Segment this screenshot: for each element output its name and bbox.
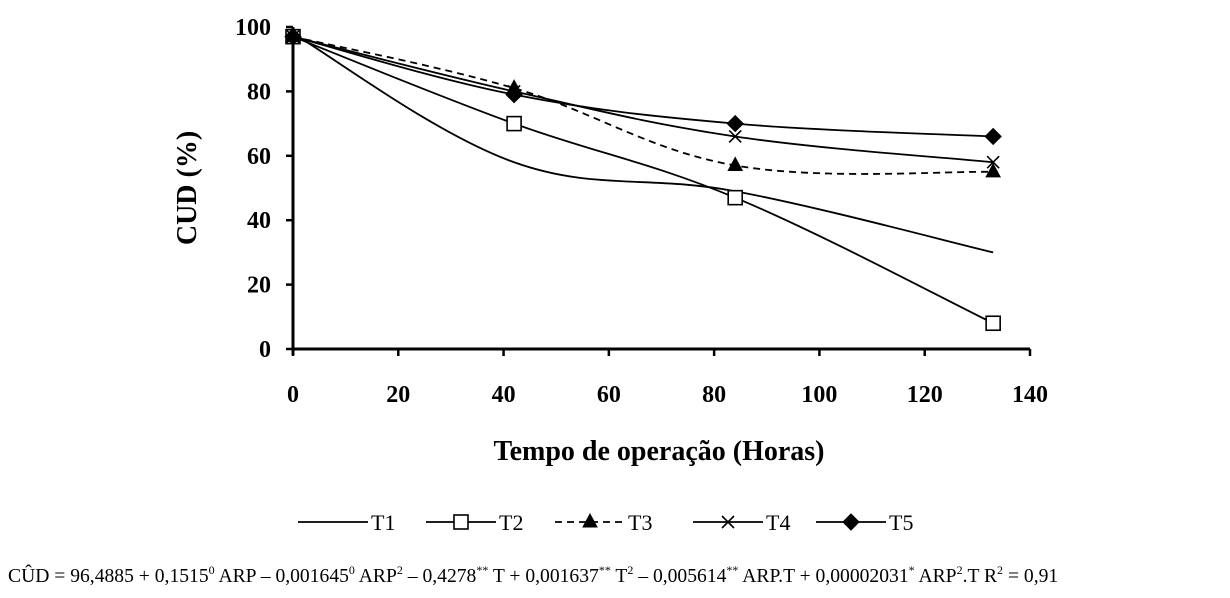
- equation-superscript: 0: [208, 563, 215, 577]
- x-tick-label: 20: [386, 382, 410, 408]
- series-t5-diamond-marker: [505, 85, 523, 104]
- equation-superscript: 2: [627, 563, 634, 577]
- y-tick-label: 60: [247, 144, 271, 170]
- series-t4-x-marker: [728, 129, 742, 144]
- series-t3-triangle-marker: [985, 162, 1001, 178]
- legend-t5-diamond-marker: [842, 513, 860, 531]
- y-tick-label: 0: [259, 337, 271, 363]
- series-t2-square-marker: [985, 315, 1001, 332]
- x-tick-label: 0: [287, 382, 299, 408]
- series-t4-line: [292, 35, 994, 164]
- equation-superscript: *: [908, 563, 915, 577]
- x-marker-stroke: [986, 155, 1000, 169]
- equation-superscript: **: [598, 563, 611, 577]
- x-tick-label: 60: [597, 382, 621, 408]
- equation-part: CÛD = 96,4885 + 0,1515: [8, 566, 209, 587]
- y-tick-label: 40: [247, 208, 271, 234]
- series-t5-diamond-marker: [284, 27, 302, 46]
- legend-t2-square-marker: [453, 514, 469, 530]
- legend-t2-label: T2: [499, 510, 523, 535]
- equation-part: = 0,91: [1003, 566, 1059, 587]
- y-tick-label: 20: [247, 273, 271, 299]
- y-tick-label: 100: [235, 15, 271, 41]
- series-t5-diamond-marker: [726, 114, 744, 133]
- equation-part: ARP: [354, 566, 397, 587]
- series-t2-square-marker: [506, 115, 522, 132]
- x-tick-label: 80: [702, 382, 726, 408]
- equation-part: T: [610, 566, 628, 587]
- equation-part: ARP – 0,001645: [214, 566, 349, 587]
- equation-superscript: 0: [348, 563, 355, 577]
- legend-t4-x-marker: [721, 515, 735, 529]
- legend-t1-label: T1: [371, 510, 395, 535]
- equation-superscript: 2: [396, 563, 403, 577]
- equation-superscript: **: [476, 563, 489, 577]
- x-axis-title: Tempo de operação (Horas): [493, 436, 824, 467]
- equation-part: ARP.T + 0,00002031: [738, 566, 909, 587]
- equation-superscript: 2: [997, 563, 1004, 577]
- series-t1-line: [292, 32, 994, 254]
- x-marker-stroke: [728, 129, 742, 144]
- equation-part: – 0,4278: [402, 566, 477, 587]
- x-tick-label: 40: [492, 382, 516, 408]
- equation-part: .T R: [962, 566, 998, 587]
- series-t5-line: [292, 35, 994, 138]
- equation-part: – 0,005614: [633, 566, 727, 587]
- series-t4-x-marker: [986, 155, 1000, 169]
- equation-superscript: 2: [956, 563, 963, 577]
- x-marker-stroke: [721, 515, 735, 529]
- legend-t4-label: T4: [766, 510, 790, 535]
- legend-t3-triangle-marker: [582, 512, 598, 528]
- series-t3-line: [292, 35, 994, 175]
- series-t5-diamond-marker: [984, 127, 1002, 146]
- series-t2-square-marker: [727, 189, 744, 206]
- legend-t5-label: T5: [889, 510, 913, 535]
- equation-superscript: **: [726, 563, 739, 577]
- x-tick-label: 100: [801, 382, 837, 408]
- equation-part: ARP: [914, 566, 957, 587]
- regression-equation: CÛD = 96,4885 + 0,15150 ARP – 0,0016450 …: [8, 563, 1222, 588]
- series-t2-line: [292, 35, 994, 325]
- y-axis-title: CUD (%): [172, 131, 203, 245]
- equation-part: T + 0,001637: [488, 566, 599, 587]
- x-tick-label: 120: [907, 382, 943, 408]
- x-tick-label: 140: [1012, 382, 1048, 408]
- y-tick-label: 80: [247, 79, 271, 105]
- legend-t3-label: T3: [628, 510, 652, 535]
- series-t3-triangle-marker: [727, 156, 744, 171]
